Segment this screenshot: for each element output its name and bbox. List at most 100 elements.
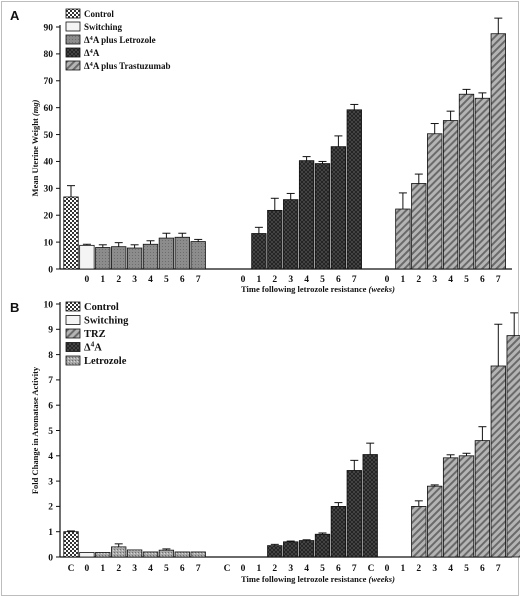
- panel-a-bar: [142, 243, 159, 270]
- panel-a-y-tick-label: 60: [44, 104, 54, 114]
- panel-a-bar: [298, 160, 315, 270]
- panel-b-legend-label: Letrozole: [84, 356, 127, 367]
- panel-a-bar: [490, 33, 506, 270]
- panel-b-x-tick-label: 7: [496, 564, 501, 574]
- panel-b-bar: [158, 549, 175, 558]
- panel-b-y-tick-label: 9: [48, 326, 53, 336]
- panel-a-y-tick-label: 80: [44, 50, 54, 60]
- panel-a-x-tick-label: 4: [148, 275, 153, 285]
- panel-a-x-tick-label: 5: [164, 275, 169, 285]
- panel-a-letter: A: [10, 8, 20, 23]
- panel-b-bar: [314, 533, 331, 558]
- panel-a-bar: [442, 120, 459, 270]
- panel-a-bar: [267, 209, 283, 270]
- panel-b-bar: [458, 455, 475, 558]
- panel-b-legend-swatch: [65, 355, 81, 366]
- panel-b-bar: [442, 457, 459, 558]
- panel-a-bar: [174, 236, 190, 270]
- panel-b-bar: [330, 505, 347, 558]
- panel-a-y-tick-label: 70: [44, 77, 54, 87]
- panel-b-y-tick-label: 5: [48, 427, 53, 437]
- panel-b-bar: [346, 470, 362, 558]
- panel-b-bar: [411, 505, 427, 558]
- panel-b-legend-label: Δ4A: [84, 339, 102, 354]
- panel-a-x-tick-label: 2: [416, 275, 421, 285]
- panel-b-x-tick-label: 3: [288, 564, 293, 574]
- panel-b-x-tick-label: 4: [304, 564, 309, 574]
- panel-a-x-tick-label: 3: [132, 275, 137, 285]
- panel-a-legend-label: Δ4A plus Trastuzumab: [84, 61, 171, 72]
- panel-a-x-tick-label: 3: [288, 275, 293, 285]
- panel-a-legend-label: Switching: [84, 22, 123, 32]
- panel-b-bar: [490, 365, 506, 558]
- panel-a-x-tick-label: 4: [304, 275, 309, 285]
- panel-a-legend-label: Control: [84, 9, 114, 19]
- panel-a-bar: [427, 133, 443, 270]
- panel-a-x-tick-label: 1: [401, 275, 406, 285]
- panel-b-y-tick-label: 4: [48, 452, 53, 462]
- panel-a-bar: [251, 233, 267, 270]
- panel-a-x-tick-label: 2: [116, 275, 121, 285]
- panel-b-x-tick-label: 0: [385, 564, 390, 574]
- panel-a-y-tick-label: 10: [44, 238, 54, 248]
- panel-a-x-tick-label: 5: [464, 275, 469, 285]
- panel-a-bar: [411, 183, 427, 270]
- panel-b-bar: [95, 552, 111, 558]
- panel-b-x-tick-label: 1: [257, 564, 262, 574]
- panel-b-x-tick-label: 0: [241, 564, 246, 574]
- panel-b-x-tick-label: 0: [85, 564, 90, 574]
- panel-b-legend-label: Switching: [84, 316, 129, 327]
- panel-b-x-tick-label: 5: [320, 564, 325, 574]
- panel-a-x-tick-label: 4: [448, 275, 453, 285]
- panel-a-bar: [190, 241, 206, 270]
- panel-a-bar: [283, 199, 299, 270]
- panel-b-bar: [111, 546, 127, 558]
- panel-b-x-tick-label: 4: [148, 564, 153, 574]
- panel-b-y-tick-label: 10: [44, 300, 54, 310]
- panel-a-y-tick-label: 30: [44, 185, 54, 195]
- panel-a-x-tick-label: 6: [336, 275, 341, 285]
- panel-b-x-tick-label: C: [224, 564, 231, 574]
- panel-b-y-axis-label: Fold Change in Aromatase Activity: [30, 366, 40, 494]
- panel-b-bar: [79, 552, 95, 558]
- panel-a-bar: [314, 163, 331, 270]
- panel-b-y-tick-label: 1: [48, 528, 53, 538]
- panel-b-bar: [174, 551, 190, 558]
- panel-b-bar: [362, 454, 378, 558]
- panel-b-bar: [474, 440, 491, 558]
- panel-a-y-tick-label: 0: [48, 265, 53, 275]
- panel-a-bar: [474, 97, 491, 270]
- panel-a-x-tick-label: 3: [432, 275, 437, 285]
- panel-b-bar: [506, 335, 520, 558]
- panel-b-bar: [190, 551, 206, 558]
- panel-b-x-tick-label: C: [368, 564, 375, 574]
- panel-b-x-tick-label: 4: [448, 564, 453, 574]
- panel-b-x-tick-label: 2: [272, 564, 277, 574]
- panel-a-x-tick-label: 1: [100, 275, 105, 285]
- panel-b-bar: [298, 540, 315, 558]
- panel-b-x-tick-label: 3: [132, 564, 137, 574]
- panel-a-x-tick-label: 7: [496, 275, 501, 285]
- panel-b-x-tick-label: 6: [480, 564, 485, 574]
- panel-a-bar: [63, 196, 79, 270]
- panel-a-legend-swatch: [65, 34, 81, 45]
- panel-b-x-tick-label: 6: [180, 564, 185, 574]
- panel-b-bar: [283, 541, 299, 558]
- panel-b-legend-swatch: [65, 342, 81, 352]
- panel-b-legend-swatch: [65, 315, 81, 325]
- panel-b-x-tick-label: C: [68, 564, 75, 574]
- panel-b-x-tick-label: 2: [116, 564, 121, 574]
- panel-a-x-tick-label: 6: [480, 275, 485, 285]
- panel-b-bar: [126, 549, 143, 558]
- panel-b-y-tick-label: 2: [48, 503, 53, 513]
- panel-b-y-tick-label: 6: [48, 402, 53, 412]
- panel-b-legend-label: Control: [84, 302, 119, 313]
- panel-b-x-tick-label: 3: [432, 564, 437, 574]
- panel-b-x-tick-label: 7: [196, 564, 201, 574]
- panel-b-legend-swatch: [65, 328, 81, 339]
- panel-a-bar: [458, 93, 475, 270]
- panel-a-legend-swatch: [65, 21, 81, 32]
- panel-a-legend-label: Δ4A: [84, 48, 100, 59]
